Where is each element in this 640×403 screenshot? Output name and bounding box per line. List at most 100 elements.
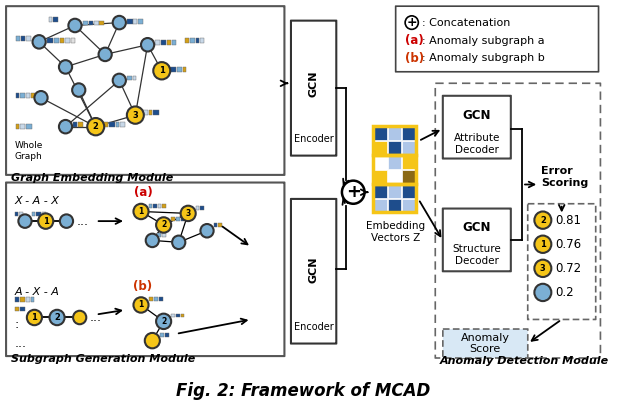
FancyBboxPatch shape	[291, 199, 336, 343]
Bar	[162, 204, 166, 208]
Text: Anomaly
Score: Anomaly Score	[461, 333, 510, 354]
Text: Fig. 2: Framework of MCAD: Fig. 2: Framework of MCAD	[176, 382, 430, 400]
Text: 2: 2	[161, 317, 166, 326]
Bar	[15, 307, 19, 311]
Text: 0.76: 0.76	[555, 238, 581, 251]
Bar	[160, 333, 164, 337]
Text: GCN: GCN	[308, 256, 319, 283]
Bar	[83, 21, 88, 25]
Text: 0.2: 0.2	[555, 286, 573, 299]
Bar	[127, 76, 132, 81]
Circle shape	[73, 311, 86, 324]
Text: Encoder: Encoder	[294, 322, 333, 332]
Circle shape	[59, 60, 72, 74]
Bar	[403, 141, 415, 155]
Bar	[26, 297, 29, 302]
Bar	[31, 212, 35, 216]
Bar	[168, 40, 171, 45]
Text: (b): (b)	[133, 280, 152, 293]
Bar	[403, 170, 415, 183]
Bar	[148, 110, 152, 115]
Bar	[47, 38, 53, 43]
Text: Structure
Decoder: Structure Decoder	[452, 244, 501, 266]
Bar	[94, 21, 99, 25]
Bar	[15, 124, 19, 129]
Text: 1: 1	[138, 207, 143, 216]
Text: Error
Scoring: Error Scoring	[541, 166, 588, 187]
Bar	[73, 122, 77, 127]
Bar	[200, 206, 204, 210]
Text: 3: 3	[186, 209, 191, 218]
Circle shape	[200, 224, 214, 237]
FancyBboxPatch shape	[443, 208, 511, 271]
Circle shape	[534, 236, 551, 253]
Text: : Concatenation: : Concatenation	[422, 18, 511, 27]
Bar	[54, 38, 59, 43]
Bar	[176, 314, 180, 318]
Bar	[374, 141, 387, 155]
Text: GCN: GCN	[463, 109, 491, 122]
Bar	[15, 36, 20, 41]
Circle shape	[156, 217, 171, 233]
Circle shape	[113, 74, 126, 87]
Bar	[214, 223, 218, 227]
Bar	[26, 36, 31, 41]
Bar	[15, 93, 19, 98]
Text: A - X - A: A - X - A	[15, 287, 60, 297]
Bar	[78, 122, 83, 127]
Text: 1: 1	[31, 313, 37, 322]
Circle shape	[405, 16, 419, 29]
Bar	[403, 156, 415, 169]
Circle shape	[68, 19, 81, 32]
Text: ...: ...	[77, 215, 89, 228]
Circle shape	[156, 314, 171, 329]
Circle shape	[59, 120, 72, 133]
Text: 2: 2	[540, 216, 546, 224]
Text: (b): (b)	[405, 52, 424, 65]
Circle shape	[27, 310, 42, 325]
Circle shape	[534, 284, 551, 301]
Circle shape	[145, 333, 160, 348]
FancyBboxPatch shape	[528, 204, 596, 320]
Circle shape	[141, 38, 154, 52]
Circle shape	[180, 206, 196, 221]
Bar	[161, 40, 166, 45]
Bar	[127, 19, 132, 23]
FancyBboxPatch shape	[443, 329, 528, 358]
Bar	[20, 307, 25, 311]
Text: 3: 3	[540, 264, 546, 273]
Bar	[159, 297, 163, 301]
FancyBboxPatch shape	[6, 183, 284, 356]
Text: X - A - X: X - A - X	[15, 196, 60, 206]
Bar	[180, 314, 184, 318]
Bar	[388, 156, 401, 169]
Bar	[164, 333, 170, 337]
Bar	[71, 38, 75, 43]
Circle shape	[342, 181, 365, 204]
Bar	[19, 212, 23, 216]
Bar	[186, 38, 189, 43]
FancyBboxPatch shape	[6, 6, 284, 175]
Text: ...: ...	[90, 311, 102, 324]
Bar	[403, 127, 415, 140]
Bar	[31, 297, 35, 302]
Circle shape	[19, 214, 31, 228]
Bar	[171, 217, 175, 221]
Text: : Anomaly subgraph a: : Anomaly subgraph a	[422, 36, 545, 46]
Text: 2: 2	[93, 122, 99, 131]
Circle shape	[60, 214, 73, 228]
Bar	[388, 185, 401, 198]
Text: :: :	[15, 318, 19, 331]
FancyBboxPatch shape	[396, 6, 598, 72]
Bar	[89, 21, 93, 25]
Bar	[388, 170, 401, 183]
Bar	[36, 212, 41, 216]
Circle shape	[113, 16, 126, 29]
Bar	[120, 122, 125, 127]
FancyBboxPatch shape	[443, 96, 511, 158]
Bar	[15, 297, 19, 302]
Bar	[31, 93, 35, 98]
Bar	[158, 204, 161, 208]
Bar	[190, 38, 195, 43]
Bar	[15, 212, 19, 216]
